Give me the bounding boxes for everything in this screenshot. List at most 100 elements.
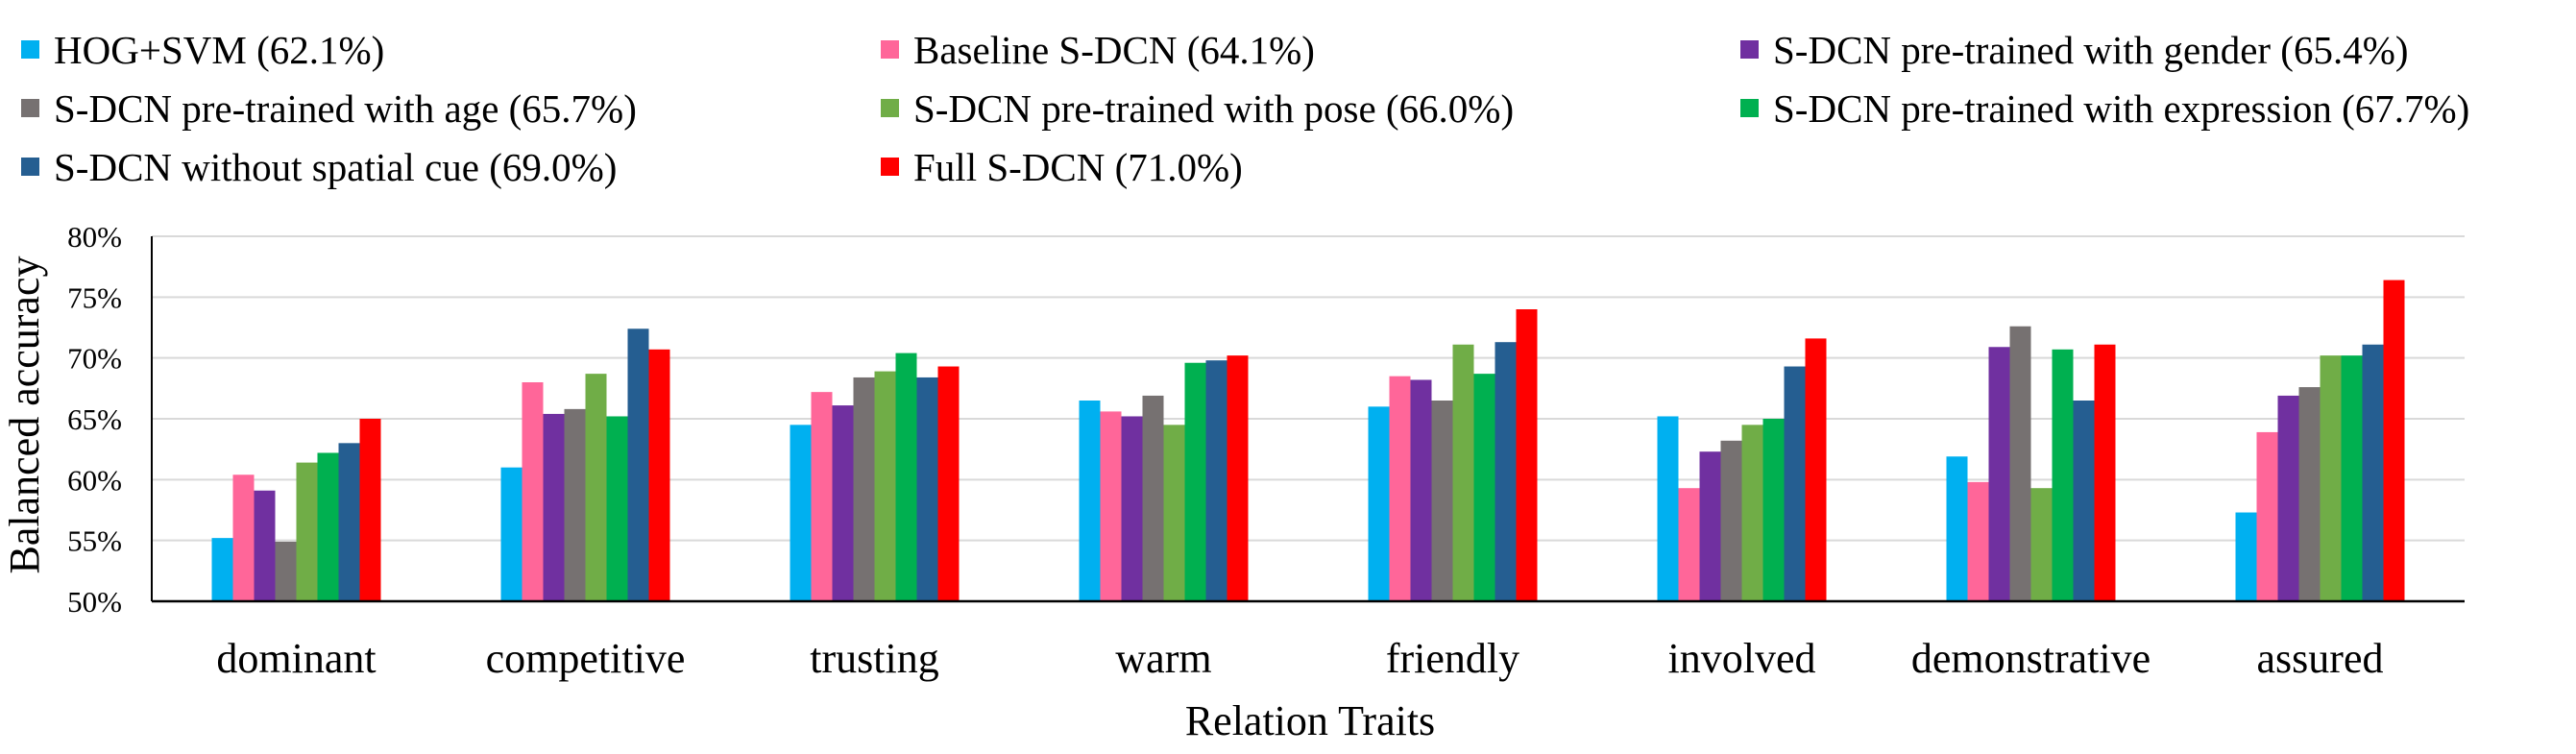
bar bbox=[1946, 456, 1968, 601]
y-tick-labels: 50% 55% 60% 65% 70% 75% 80% bbox=[67, 220, 122, 619]
legend-label: S-DCN pre-trained with pose (66.0%) bbox=[913, 86, 1514, 131]
legend-swatch bbox=[881, 40, 899, 59]
legend-item: S-DCN pre-trained with age (65.7%) bbox=[21, 86, 637, 131]
y-tick-label: 75% bbox=[67, 280, 122, 314]
bar bbox=[1741, 425, 1763, 601]
bar bbox=[874, 371, 896, 601]
bars bbox=[211, 280, 2405, 601]
bar bbox=[1205, 360, 1227, 601]
bar bbox=[1368, 406, 1390, 601]
bar bbox=[648, 349, 670, 601]
y-tick-label: 55% bbox=[67, 524, 122, 558]
grid-lines bbox=[152, 235, 2465, 542]
x-tick-label: warm bbox=[1115, 635, 1211, 682]
bar bbox=[500, 467, 522, 601]
bar bbox=[1473, 374, 1495, 601]
x-tick-label: friendly bbox=[1386, 635, 1519, 682]
bar bbox=[254, 490, 276, 601]
legend-swatch bbox=[881, 99, 899, 117]
bar bbox=[543, 413, 565, 601]
bar bbox=[937, 366, 960, 601]
bar bbox=[338, 443, 360, 601]
x-tick-label: demonstrative bbox=[1911, 635, 2151, 682]
bar bbox=[585, 374, 607, 601]
bar bbox=[2341, 355, 2363, 601]
bar bbox=[1079, 401, 1101, 601]
bar bbox=[564, 408, 586, 601]
legend-swatch bbox=[1740, 99, 1759, 117]
bar bbox=[296, 462, 318, 601]
bar bbox=[317, 452, 339, 601]
bar bbox=[1516, 309, 1538, 601]
legend-swatch bbox=[1740, 40, 1759, 59]
bar bbox=[1495, 342, 1517, 601]
bar bbox=[1184, 362, 1206, 601]
bar bbox=[1431, 401, 1453, 601]
bar bbox=[1163, 425, 1185, 601]
bar bbox=[1657, 416, 1679, 601]
x-category-labels: dominant competitive trusting warm friendly i… bbox=[216, 635, 2383, 682]
bar bbox=[1100, 411, 1122, 601]
bar bbox=[1452, 344, 1474, 601]
bar bbox=[2277, 395, 2299, 601]
bar bbox=[2073, 401, 2095, 601]
y-tick-label: 60% bbox=[67, 463, 122, 497]
bar bbox=[1967, 481, 1989, 601]
legend-item: Full S-DCN (71.0%) bbox=[881, 145, 1243, 189]
bar bbox=[2094, 344, 2116, 601]
legend: HOG+SVM (62.1%) Baseline S-DCN (64.1%) S-D… bbox=[21, 28, 2469, 189]
y-tick-label: 65% bbox=[67, 402, 122, 436]
legend-swatch bbox=[21, 40, 39, 59]
bar bbox=[2362, 344, 2384, 601]
bar bbox=[211, 538, 233, 601]
bar bbox=[522, 382, 544, 601]
legend-label: S-DCN without spatial cue (69.0%) bbox=[54, 145, 617, 189]
x-axis-title: Relation Traits bbox=[1185, 697, 1435, 744]
y-axis-title: Balanced accuracy bbox=[1, 256, 48, 574]
x-tick-label: involved bbox=[1668, 635, 1816, 682]
bar bbox=[1699, 451, 1721, 601]
bar bbox=[2052, 349, 2074, 601]
bar bbox=[232, 474, 255, 601]
bar bbox=[1410, 379, 1432, 601]
legend-label: S-DCN pre-trained with gender (65.4%) bbox=[1773, 28, 2409, 72]
bar bbox=[1121, 416, 1143, 601]
x-tick-label: assured bbox=[2257, 635, 2384, 682]
x-tick-label: competitive bbox=[486, 635, 686, 682]
axes bbox=[151, 236, 2465, 603]
legend-swatch bbox=[881, 158, 899, 176]
bar bbox=[1720, 440, 1742, 601]
legend-label: Baseline S-DCN (64.1%) bbox=[913, 28, 1315, 72]
bar bbox=[2030, 488, 2053, 601]
bar bbox=[2009, 326, 2031, 601]
bar bbox=[790, 425, 812, 601]
legend-item: Baseline S-DCN (64.1%) bbox=[881, 28, 1315, 72]
x-tick-label: trusting bbox=[810, 635, 938, 682]
bar bbox=[1142, 395, 1164, 601]
y-tick-label: 70% bbox=[67, 342, 122, 376]
bar bbox=[1988, 347, 2010, 601]
legend-item: HOG+SVM (62.1%) bbox=[21, 28, 384, 72]
legend-item: S-DCN pre-trained with expression (67.7%… bbox=[1740, 86, 2469, 131]
bar bbox=[606, 416, 628, 601]
bar bbox=[1678, 488, 1700, 601]
bar bbox=[1227, 355, 1249, 601]
legend-swatch bbox=[21, 99, 39, 117]
bar bbox=[1784, 366, 1806, 601]
legend-label: S-DCN pre-trained with expression (67.7%… bbox=[1773, 86, 2469, 131]
legend-item: S-DCN without spatial cue (69.0%) bbox=[21, 145, 617, 189]
bar bbox=[1762, 419, 1785, 601]
bar bbox=[895, 353, 917, 601]
legend-item: S-DCN pre-trained with gender (65.4%) bbox=[1740, 28, 2409, 72]
legend-label: Full S-DCN (71.0%) bbox=[913, 145, 1243, 189]
bar bbox=[832, 405, 854, 601]
legend-item: S-DCN pre-trained with pose (66.0%) bbox=[881, 86, 1514, 131]
bar bbox=[853, 377, 875, 601]
legend-label: HOG+SVM (62.1%) bbox=[54, 28, 384, 72]
bar bbox=[2320, 355, 2342, 601]
legend-label: S-DCN pre-trained with age (65.7%) bbox=[54, 86, 637, 131]
x-tick-label: dominant bbox=[216, 635, 376, 682]
bar bbox=[2298, 387, 2321, 601]
bar bbox=[811, 392, 833, 601]
